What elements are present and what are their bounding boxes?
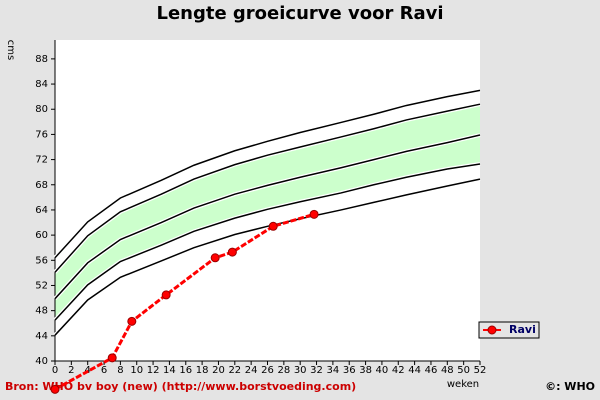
data-point [227,247,237,257]
x-tick-label: 36 [343,365,356,376]
y-tick-label: 68 [35,180,48,191]
x-tick-label: 0 [52,365,58,376]
data-point [107,353,117,363]
data-point [127,316,137,326]
data-point [210,253,220,263]
x-tick-label: 44 [408,365,421,376]
x-tick-label: 24 [245,365,258,376]
x-tick-label: 18 [196,365,209,376]
x-tick-label: 34 [327,365,340,376]
x-tick-label: 40 [376,365,389,376]
x-tick-label: 32 [310,365,323,376]
y-tick-label: 40 [35,356,48,367]
x-tick-label: 50 [457,365,470,376]
y-axis-label: cms [5,40,16,60]
x-tick-label: 26 [261,365,274,376]
percentile-curve [54,103,481,273]
x-axis-label: weken [447,379,479,390]
x-tick-label: 38 [359,365,372,376]
data-point [268,221,278,231]
x-tick-label: 42 [392,365,405,376]
percentile-curve [54,134,481,300]
data-point [161,290,171,300]
x-tick-label: 46 [425,365,438,376]
y-tick-label: 56 [35,255,48,266]
y-tick-label: 60 [35,230,48,241]
y-tick-label: 52 [35,280,48,291]
y-tick-label: 80 [35,104,48,115]
x-tick-label: 30 [294,365,307,376]
x-tick-label: 28 [277,365,290,376]
legend-label: Ravi [509,323,536,336]
y-tick-label: 76 [35,129,48,140]
x-tick-label: 2 [68,365,74,376]
source-note: Bron: WHO bv boy (new) (http://www.borst… [5,380,356,393]
chart-title: Lengte groeicurve voor Ravi [156,3,443,24]
x-tick-label: 48 [441,365,454,376]
copyright: ©: WHO [545,380,595,393]
x-tick-label: 52 [474,365,487,376]
x-tick-label: 8 [117,365,123,376]
y-tick-label: 88 [35,54,48,65]
x-tick-label: 12 [147,365,160,376]
x-tick-label: 6 [101,365,107,376]
x-tick-label: 22 [228,365,241,376]
y-tick-label: 64 [35,205,48,216]
y-tick-label: 72 [35,155,48,166]
y-tick-label: 48 [35,306,48,317]
x-tick-label: 10 [130,365,143,376]
data-point [50,384,60,394]
data-point [309,209,319,219]
y-tick-label: 44 [35,331,48,342]
legend-marker [487,325,497,335]
percentile-curve [54,178,481,336]
y-tick-label: 84 [35,79,48,90]
x-tick-label: 14 [163,365,176,376]
x-tick-label: 16 [179,365,192,376]
percentile-curve [54,163,481,321]
x-tick-label: 20 [212,365,225,376]
percentile-curve [54,89,481,259]
series-line [54,212,315,391]
